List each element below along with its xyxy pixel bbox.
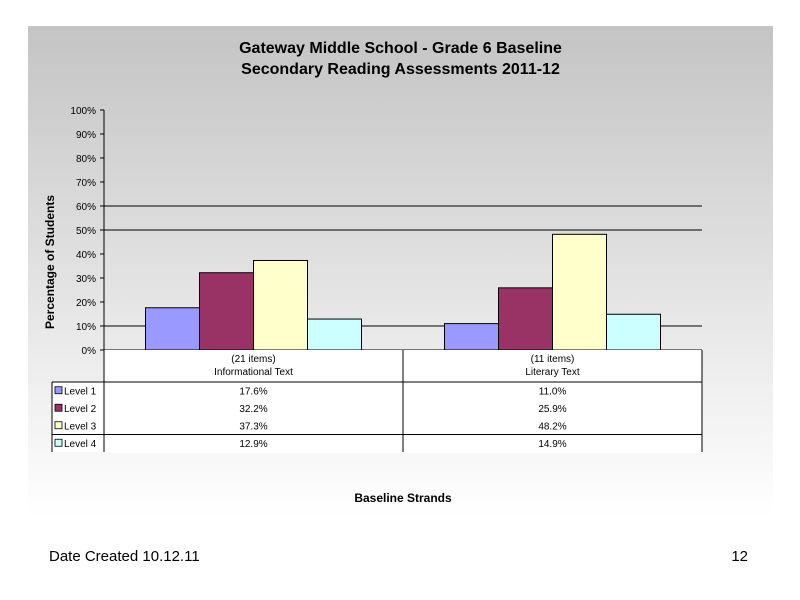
y-tick-label: 90% (76, 130, 96, 141)
chart-title: Gateway Middle School - Grade 6 Baseline (239, 40, 562, 57)
y-tick-label: 20% (76, 298, 96, 309)
legend-swatch (54, 403, 63, 412)
category-label: Informational Text (214, 367, 293, 378)
legend-label: Level 4 (64, 439, 97, 450)
data-label: 32.2% (239, 404, 267, 415)
data-label: 25.9% (538, 404, 566, 415)
bar (606, 313, 661, 351)
bar (307, 318, 362, 351)
category-count-label: (21 items) (231, 354, 275, 365)
data-label: 17.6% (239, 386, 267, 397)
y-tick-label: 50% (76, 226, 96, 237)
category-count-label: (11 items) (531, 354, 575, 365)
y-tick-label: 60% (76, 202, 96, 213)
y-axis-label: Percentage of Students (43, 194, 57, 330)
data-label: 12.9% (239, 439, 267, 450)
category-label: Literary Text (525, 367, 580, 378)
bar (552, 233, 607, 351)
bar (145, 307, 200, 351)
y-tick-label: 40% (76, 250, 96, 261)
legend-swatch (54, 438, 63, 447)
chart-subtitle: Secondary Reading Assessments 2011-12 (241, 61, 560, 78)
footer-date: Date Created 10.12.11 (49, 548, 200, 565)
y-tick-label: 30% (76, 274, 96, 285)
legend-swatch (54, 386, 63, 395)
legend-label: Level 3 (64, 421, 97, 432)
y-tick-label: 10% (76, 322, 96, 333)
legend-label: Level 2 (64, 404, 97, 415)
data-label: 48.2% (538, 421, 566, 432)
data-label: 37.3% (239, 421, 267, 432)
data-label: 14.9% (538, 439, 566, 450)
data-label: 11.0% (539, 386, 567, 397)
bar (444, 323, 499, 351)
legend-label: Level 1 (64, 386, 97, 397)
x-axis-label: Baseline Strands (354, 491, 452, 505)
bar (253, 259, 308, 351)
page-number: 12 (731, 548, 748, 565)
y-tick-label: 80% (76, 154, 96, 165)
legend-swatch (54, 421, 63, 430)
y-tick-label: 0% (82, 346, 97, 357)
y-tick-label: 100% (70, 106, 96, 117)
y-tick-label: 70% (76, 178, 96, 189)
bar (199, 272, 254, 351)
bar (498, 287, 553, 351)
